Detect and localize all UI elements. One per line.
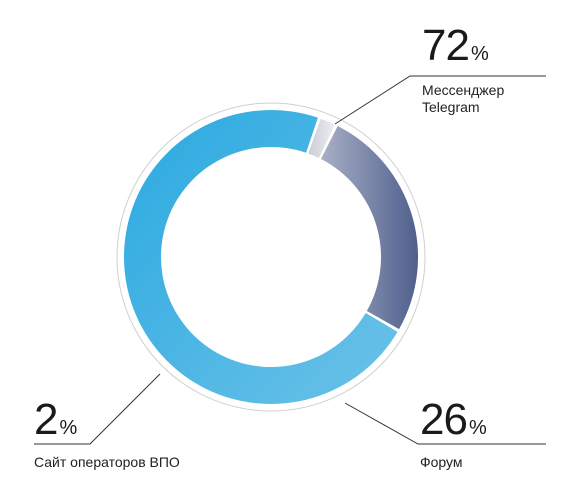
site-percent-sign: % — [59, 417, 78, 439]
callout-line-telegram — [334, 75, 546, 125]
site-percent: 2 — [34, 395, 59, 444]
slice-site — [308, 118, 335, 158]
forum-label: Форум — [420, 454, 463, 470]
callout-line-forum — [344, 402, 546, 445]
label-forum: 26% Форум — [420, 398, 487, 471]
telegram-label-line1: Мессенджер — [422, 82, 505, 98]
slice-forum — [320, 126, 418, 330]
telegram-label-line2: Telegram — [422, 99, 480, 115]
label-site: 2% Сайт операторов ВПО — [34, 398, 180, 471]
telegram-percent: 72 — [422, 21, 470, 70]
forum-percent-sign: % — [468, 417, 487, 439]
outer-ring — [116, 102, 426, 412]
slices-group — [124, 109, 418, 405]
telegram-percent-sign: % — [470, 43, 489, 65]
callout-line-site — [34, 373, 161, 445]
label-telegram: 72% Мессенджер Telegram — [422, 24, 504, 116]
site-label: Сайт операторов ВПО — [34, 454, 180, 470]
forum-percent: 26 — [420, 395, 468, 444]
